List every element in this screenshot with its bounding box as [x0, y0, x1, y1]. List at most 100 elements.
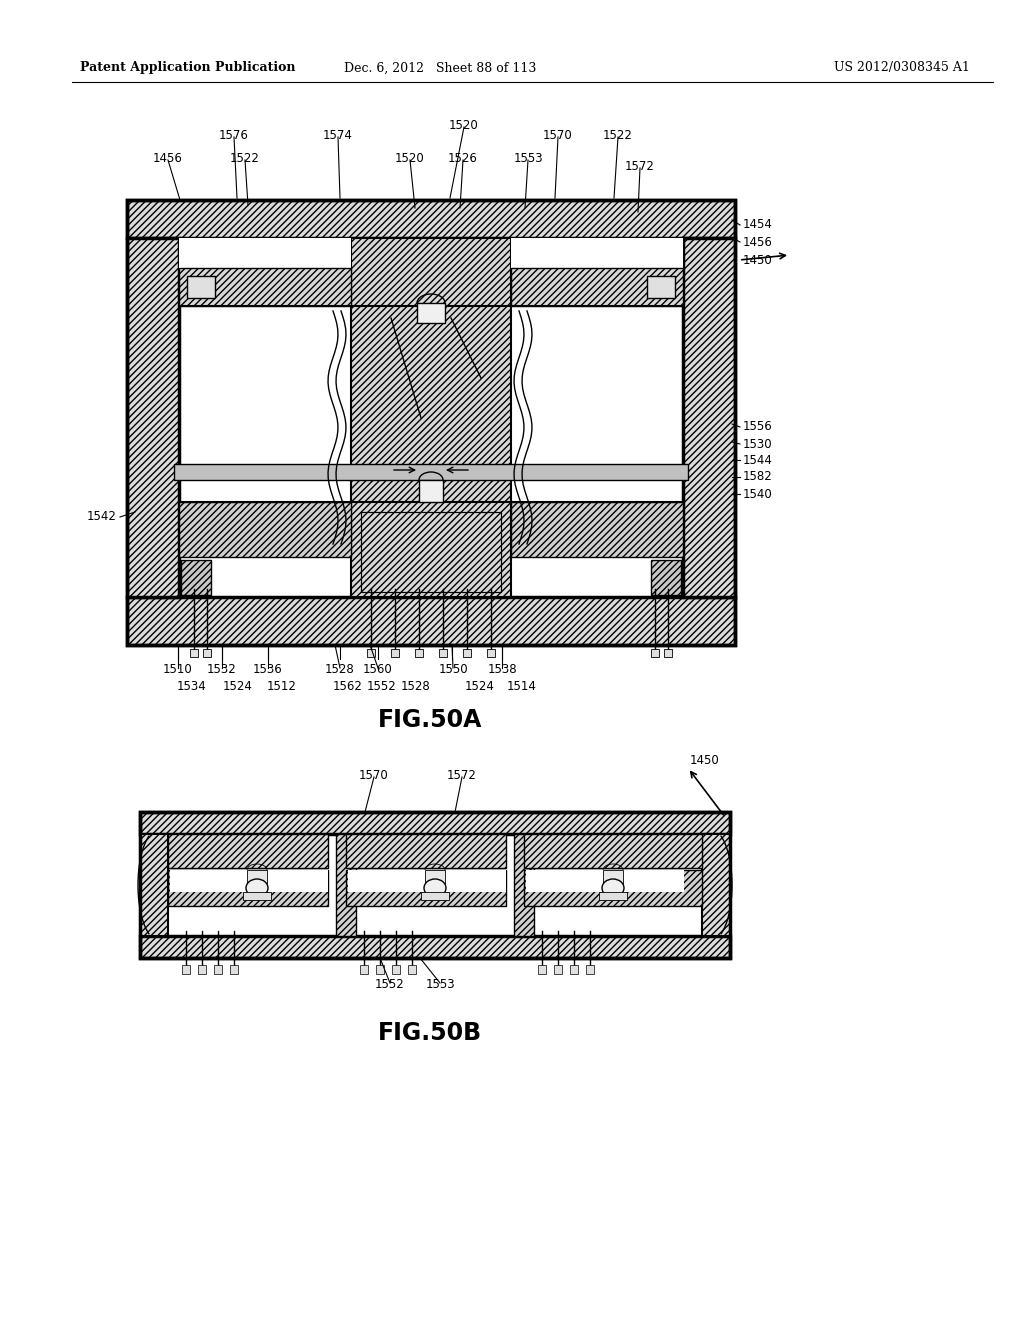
Ellipse shape: [246, 879, 268, 898]
Text: 1522: 1522: [603, 129, 633, 143]
Bar: [554, 965, 562, 974]
Bar: [187, 276, 215, 298]
Bar: [203, 649, 211, 657]
Bar: [702, 834, 730, 936]
Bar: [651, 649, 659, 657]
Text: 1524: 1524: [223, 680, 253, 693]
Text: FIG.50B: FIG.50B: [378, 1020, 482, 1045]
Bar: [664, 649, 672, 657]
Bar: [524, 834, 702, 869]
Bar: [511, 238, 683, 268]
Text: 1553: 1553: [513, 152, 543, 165]
Text: US 2012/0308345 A1: US 2012/0308345 A1: [835, 62, 970, 74]
Bar: [168, 834, 702, 936]
Bar: [247, 870, 267, 886]
Bar: [647, 276, 675, 298]
Bar: [361, 512, 501, 591]
Text: 1552: 1552: [375, 978, 404, 991]
Bar: [230, 965, 238, 974]
Bar: [140, 936, 730, 958]
Text: 1520: 1520: [395, 152, 425, 165]
Bar: [179, 238, 683, 597]
Text: 1454: 1454: [743, 219, 773, 231]
Bar: [392, 965, 400, 974]
Text: 1524: 1524: [465, 680, 495, 693]
Bar: [376, 965, 384, 974]
Text: 1536: 1536: [253, 663, 283, 676]
Text: 1550: 1550: [438, 663, 468, 676]
Text: Patent Application Publication: Patent Application Publication: [80, 62, 296, 74]
Bar: [511, 268, 683, 306]
Bar: [127, 201, 735, 238]
Text: 1526: 1526: [449, 152, 478, 165]
Bar: [170, 870, 328, 892]
Bar: [198, 965, 206, 974]
Bar: [179, 238, 351, 268]
Bar: [526, 870, 684, 892]
Bar: [463, 649, 471, 657]
Bar: [367, 649, 375, 657]
Bar: [391, 649, 399, 657]
Bar: [127, 201, 735, 645]
Bar: [524, 870, 702, 906]
Bar: [351, 238, 511, 597]
Bar: [417, 304, 445, 323]
Bar: [190, 649, 198, 657]
Bar: [538, 965, 546, 974]
Bar: [570, 965, 578, 974]
Text: 1522: 1522: [230, 152, 260, 165]
Text: 1520: 1520: [450, 119, 479, 132]
Text: 1532: 1532: [207, 663, 237, 676]
Text: 1572: 1572: [625, 160, 655, 173]
Text: 1572: 1572: [447, 770, 477, 781]
Text: 1534: 1534: [177, 680, 207, 693]
Bar: [179, 502, 351, 557]
Text: 1556: 1556: [743, 421, 773, 433]
Text: 1570: 1570: [543, 129, 572, 143]
Bar: [511, 238, 683, 597]
Bar: [425, 870, 445, 886]
Ellipse shape: [602, 879, 624, 898]
Text: 1528: 1528: [401, 680, 431, 693]
Bar: [360, 965, 368, 974]
Bar: [174, 465, 688, 480]
Bar: [487, 649, 495, 657]
Ellipse shape: [424, 879, 446, 898]
Text: 1530: 1530: [743, 437, 773, 450]
Bar: [140, 834, 168, 936]
Text: 1510: 1510: [163, 663, 193, 676]
Bar: [127, 597, 735, 645]
Text: 1538: 1538: [487, 663, 517, 676]
Bar: [181, 560, 211, 595]
Bar: [179, 268, 351, 306]
Bar: [182, 965, 190, 974]
Bar: [421, 892, 449, 900]
Bar: [651, 560, 681, 595]
Text: 1552: 1552: [368, 680, 397, 693]
Bar: [361, 512, 501, 591]
Text: 1576: 1576: [219, 129, 249, 143]
Bar: [511, 502, 683, 557]
Text: 1560: 1560: [364, 663, 393, 676]
Bar: [168, 834, 328, 869]
Text: 1450: 1450: [743, 253, 773, 267]
Bar: [346, 834, 506, 869]
Bar: [127, 238, 179, 597]
Text: 1553: 1553: [425, 978, 455, 991]
Text: 1570: 1570: [359, 770, 389, 781]
Text: 1562: 1562: [333, 680, 362, 693]
Bar: [140, 812, 730, 834]
Bar: [439, 649, 447, 657]
Text: 1582: 1582: [743, 470, 773, 483]
Bar: [214, 965, 222, 974]
Text: 1514: 1514: [507, 680, 537, 693]
Text: 1540: 1540: [743, 487, 773, 500]
Bar: [336, 834, 356, 936]
Text: 1544: 1544: [743, 454, 773, 466]
Text: FIG.50A: FIG.50A: [378, 708, 482, 733]
Bar: [419, 480, 443, 502]
Bar: [514, 834, 534, 936]
Bar: [408, 965, 416, 974]
Bar: [348, 870, 506, 892]
Text: 1456: 1456: [743, 235, 773, 248]
